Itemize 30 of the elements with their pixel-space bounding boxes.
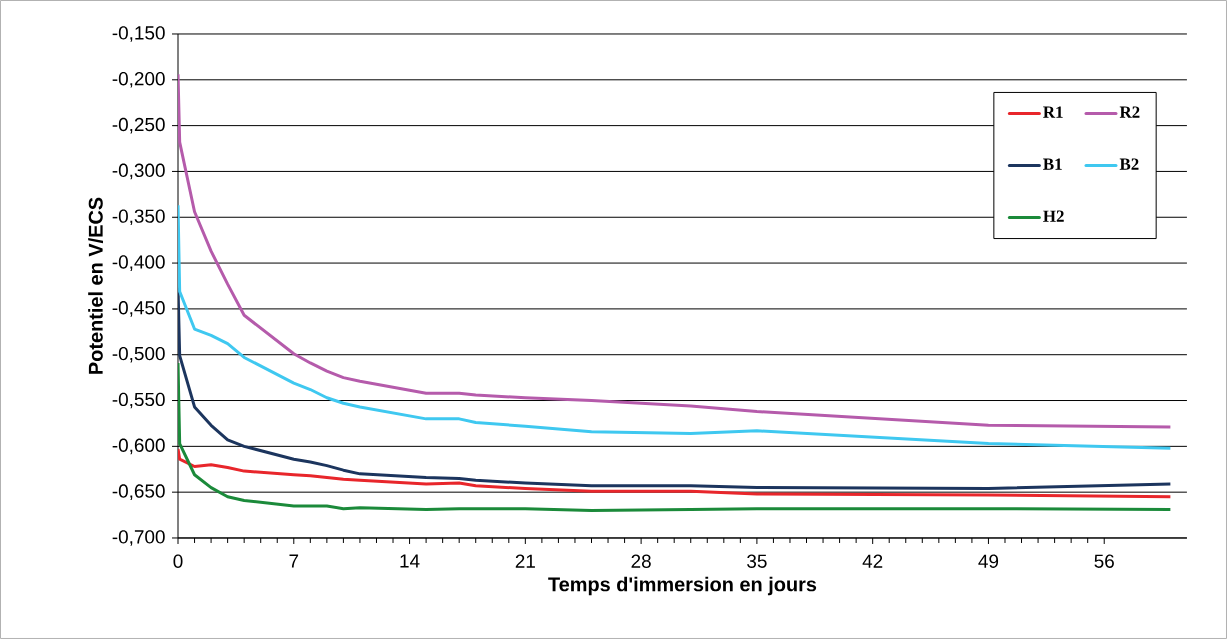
legend-label: B2: [1119, 158, 1139, 170]
y-axis-title: Potentiel en V/ECS: [88, 197, 104, 374]
y-tick-label: -0,400: [112, 255, 165, 271]
y-tick-label: -0,500: [112, 346, 165, 363]
y-tick-label: -0,650: [112, 484, 165, 500]
y-tick-label: -0,300: [112, 163, 165, 180]
y-tick-label: -0,250: [112, 117, 165, 134]
legend-label: R2: [1119, 106, 1140, 118]
legend-label: B1: [1043, 158, 1062, 170]
x-tick-label: 35: [747, 554, 767, 568]
x-tick-label: 14: [400, 554, 420, 568]
x-tick-label: 0: [173, 554, 183, 568]
x-tick-label: 49: [978, 554, 999, 568]
y-tick-label: -0,700: [112, 530, 165, 546]
legend-label: H2: [1043, 210, 1064, 222]
x-tick-label: 56: [1094, 554, 1114, 568]
x-axis-title: Temps d'immersion en jours: [548, 576, 817, 596]
y-tick-label: -0,200: [112, 71, 165, 88]
x-tick-label: 7: [289, 554, 299, 568]
x-tick-label: 28: [631, 554, 651, 568]
legend-label: R1: [1043, 106, 1063, 118]
y-tick-label: -0,450: [112, 301, 165, 317]
y-tick-label: -0,150: [112, 26, 165, 42]
x-tick-label: 42: [862, 554, 883, 568]
line-series: [178, 72, 1172, 429]
y-tick-label: -0,550: [112, 392, 165, 409]
line-series: [178, 203, 1172, 450]
y-tick-label: -0,350: [112, 209, 165, 226]
x-tick-label: 21: [515, 554, 535, 568]
y-tick-label: -0,600: [112, 438, 165, 455]
